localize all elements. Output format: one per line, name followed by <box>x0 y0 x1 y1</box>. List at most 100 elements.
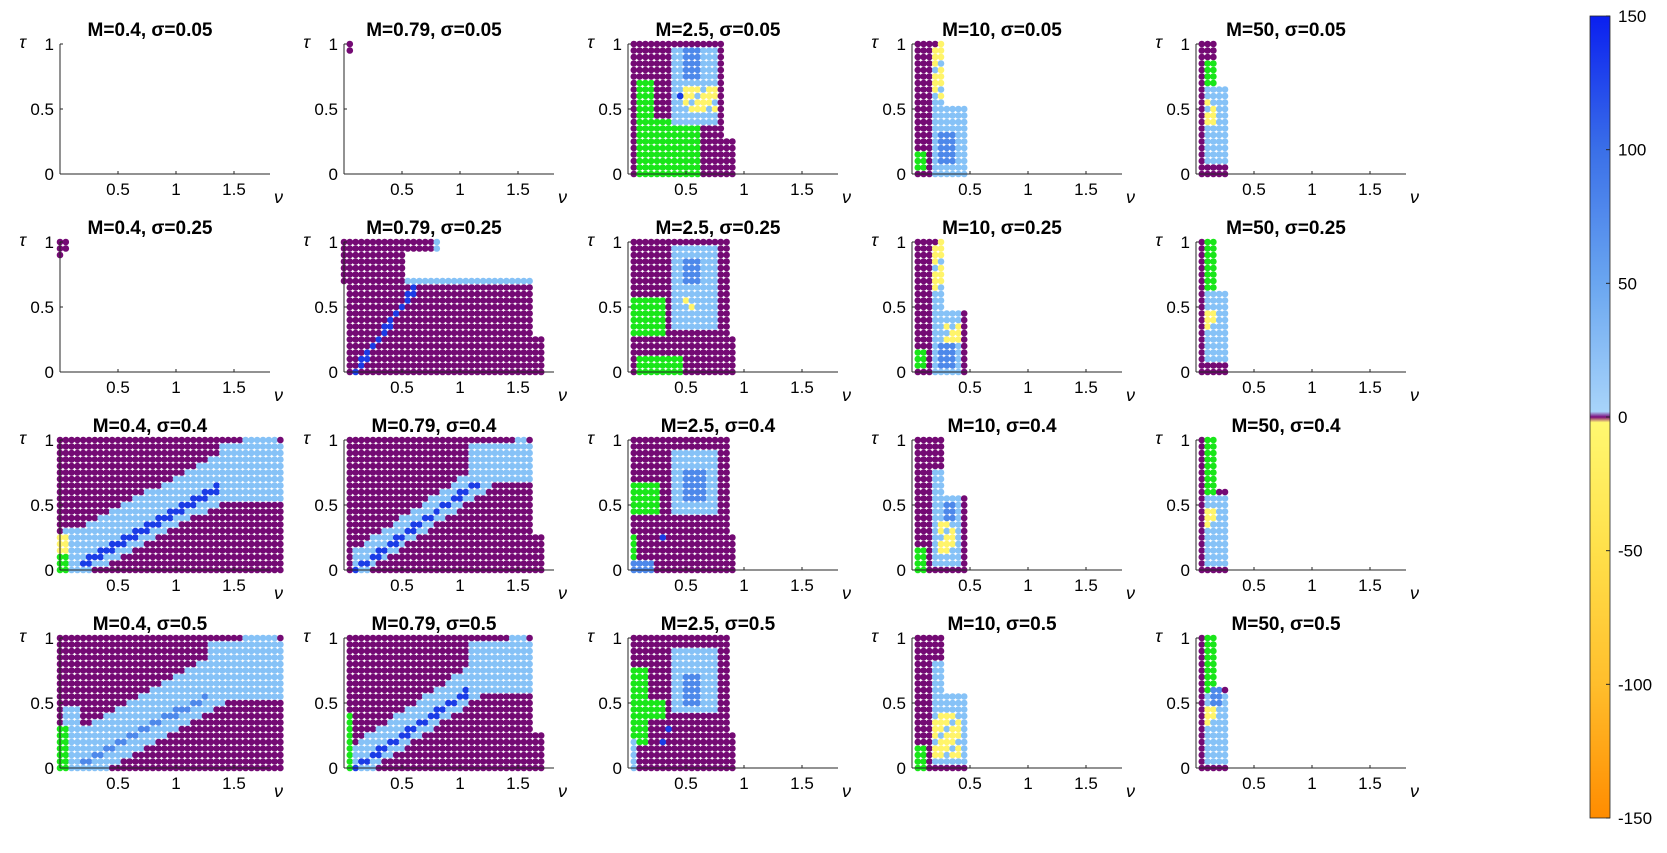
data-point <box>62 469 70 476</box>
data-point <box>688 157 696 165</box>
data-point <box>398 310 406 317</box>
data-point <box>439 462 446 470</box>
data-point <box>277 686 284 694</box>
data-point <box>647 47 655 54</box>
data-point <box>85 540 93 548</box>
data-point <box>132 699 139 707</box>
data-point <box>346 316 354 324</box>
data-point <box>91 751 99 759</box>
data-point <box>920 297 927 304</box>
data-point <box>630 540 638 548</box>
data-point <box>943 157 951 165</box>
subplot-title: M=10, σ=0.05 <box>942 20 1062 41</box>
data-point <box>161 521 168 528</box>
data-point <box>277 712 284 720</box>
data-point <box>1210 99 1217 106</box>
data-point <box>149 699 157 707</box>
data-point <box>132 686 139 694</box>
data-point <box>653 349 661 356</box>
data-point <box>1215 329 1223 337</box>
data-point <box>711 336 719 343</box>
data-point <box>665 495 672 502</box>
data-point <box>74 469 81 476</box>
data-point <box>653 362 661 369</box>
x-axis-label: ν <box>1126 385 1135 405</box>
data-point <box>659 508 667 515</box>
data-point <box>676 297 684 304</box>
data-point <box>85 660 93 668</box>
data-point <box>1204 47 1211 54</box>
data-point <box>363 482 371 489</box>
data-point <box>248 667 255 674</box>
data-point <box>271 732 278 739</box>
data-point <box>653 251 661 259</box>
data-point <box>705 475 713 483</box>
data-point <box>653 245 661 252</box>
data-point <box>659 514 667 522</box>
data-point <box>474 436 481 444</box>
data-point <box>68 462 75 470</box>
data-point <box>1210 521 1217 528</box>
data-point <box>213 745 220 752</box>
data-point <box>363 514 371 522</box>
data-point <box>108 560 116 567</box>
data-point <box>1204 501 1211 509</box>
data-point <box>694 336 701 343</box>
data-point <box>224 751 232 759</box>
data-point <box>711 553 719 561</box>
data-point <box>920 92 927 100</box>
data-point <box>636 534 643 541</box>
data-point <box>537 553 545 561</box>
data-point <box>949 534 956 541</box>
data-point <box>161 738 168 746</box>
data-point <box>960 349 968 356</box>
data-point <box>126 514 133 522</box>
data-point <box>955 131 962 139</box>
data-point <box>91 725 99 733</box>
data-point <box>694 316 701 324</box>
data-point <box>937 284 945 291</box>
y-tick-label: 0 <box>45 363 54 382</box>
data-point <box>682 66 690 74</box>
data-point <box>450 469 458 476</box>
y-tick-label: 0 <box>45 561 54 580</box>
data-point <box>931 112 939 119</box>
data-point <box>213 693 220 700</box>
data-point <box>375 362 383 369</box>
data-point <box>126 456 133 463</box>
data-point <box>920 144 927 152</box>
data-point <box>178 738 186 746</box>
data-point <box>201 547 209 554</box>
data-point <box>949 164 956 171</box>
data-point <box>143 475 151 483</box>
data-point <box>665 264 672 272</box>
data-point <box>85 738 93 746</box>
data-point <box>97 482 104 489</box>
data-point <box>166 706 174 713</box>
data-point <box>219 482 226 489</box>
data-point <box>155 540 162 548</box>
data-point <box>404 514 412 522</box>
data-point <box>421 488 429 496</box>
data-point <box>445 482 452 489</box>
data-point <box>259 449 267 457</box>
data-point <box>439 342 446 350</box>
data-point <box>474 362 481 369</box>
data-point <box>682 157 690 165</box>
data-point <box>914 297 922 304</box>
data-point <box>711 527 719 535</box>
data-point <box>369 316 377 324</box>
data-point <box>723 508 730 515</box>
data-point <box>723 316 730 324</box>
data-point <box>1204 303 1211 311</box>
data-point <box>647 436 655 444</box>
data-point <box>410 245 417 252</box>
data-point <box>717 553 725 561</box>
data-point <box>224 667 232 674</box>
data-point <box>636 329 643 337</box>
data-point <box>410 553 417 561</box>
data-point <box>172 667 180 674</box>
data-point <box>920 323 927 330</box>
data-point <box>920 449 927 457</box>
data-point <box>137 488 145 496</box>
